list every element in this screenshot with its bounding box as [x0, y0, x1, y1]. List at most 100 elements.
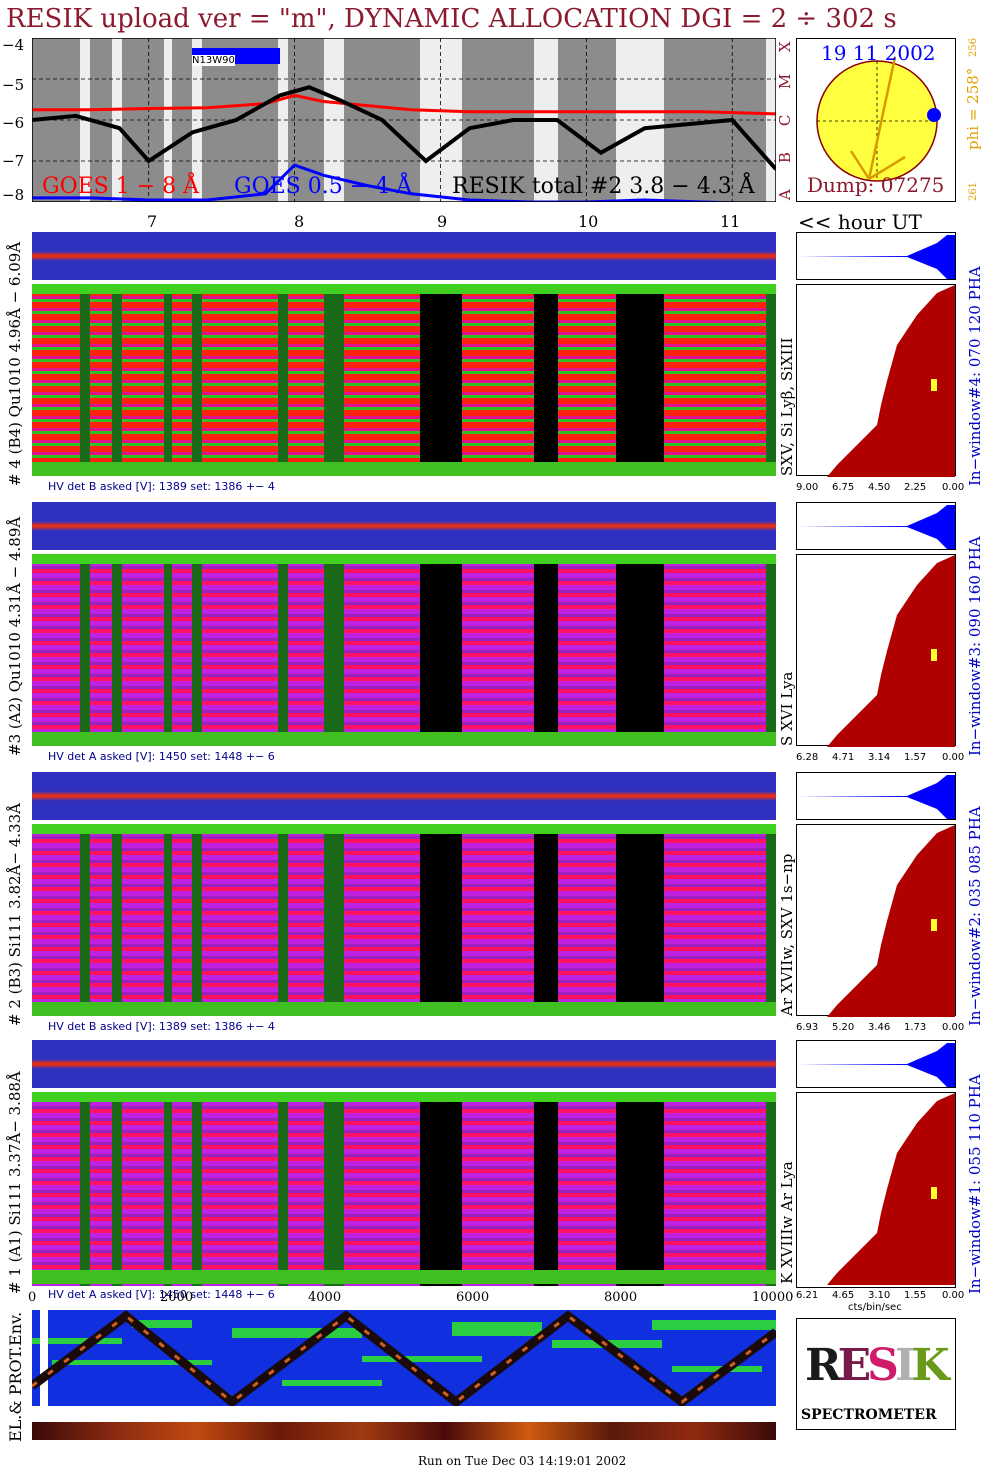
- pha-strip-4: [796, 232, 956, 280]
- panel-label-2: # 2 (B3) Si111 3.82Å− 4.33Å: [6, 803, 24, 1026]
- hour-10: 10: [578, 212, 599, 231]
- pha-tick-3-2: 3.14: [868, 752, 891, 763]
- xtick-4000: 4000: [308, 1290, 342, 1305]
- panel-lines-4: SXV, Si Lyβ, SiXIII: [778, 337, 796, 476]
- legend-goes1: GOES 1 − 8 Å: [42, 174, 200, 199]
- sun-panel: 19 11 2002 Dump: 07275: [796, 38, 956, 202]
- pha-histogram-4: [796, 284, 956, 477]
- pha-tick-3-0: 6.28: [796, 752, 819, 763]
- pha-tick-2-3: 1.73: [904, 1022, 927, 1033]
- pha-tick-2-4: 0.00: [942, 1022, 965, 1033]
- pha-tick-4-4: 0.00: [942, 482, 965, 493]
- goes-series-0: [32, 93, 776, 116]
- pha-tick-1-2: 3.10: [868, 1290, 891, 1301]
- panel-heatmap-3: [32, 554, 776, 746]
- panel-window-3: In−window#3: 090 160 PHA: [966, 536, 984, 756]
- ytick-7: −7: [2, 152, 25, 170]
- pha-strip-1: [796, 1040, 956, 1088]
- panel-hv-1: HV det A asked [V]: 1450 set: 1448 +− 6: [48, 1288, 275, 1301]
- ytick-8: −8: [2, 186, 25, 204]
- pha-strip-2: [796, 772, 956, 820]
- panel-hv-2: HV det B asked [V]: 1389 set: 1386 +− 4: [48, 1020, 275, 1033]
- pha-tick-2-0: 6.93: [796, 1022, 819, 1033]
- pha-tick-4-1: 6.75: [832, 482, 855, 493]
- panel-hv-4: HV det B asked [V]: 1389 set: 1386 +− 4: [48, 480, 275, 493]
- goes-series-2: [32, 85, 776, 171]
- panel-strip-2: [32, 772, 776, 820]
- pha-tick-4-3: 2.25: [904, 482, 927, 493]
- pha-histogram-2: [796, 824, 956, 1017]
- sun-disk-diagram: [816, 56, 941, 182]
- panel-window-1: In−window#1: 055 110 PHA: [966, 1074, 984, 1294]
- panel-heatmap-2: [32, 824, 776, 1016]
- panel-heatmap-4: [32, 284, 776, 476]
- pha-tick-2-1: 5.20: [832, 1022, 855, 1033]
- sun-phi: phi = 258°: [964, 67, 982, 150]
- hour-axis: 7 8 9 10 11: [32, 206, 776, 231]
- panel-label-4: # 4 (B4) Qu1010 4.96Å − 6.09Å: [6, 241, 24, 486]
- goes-series-1: [32, 163, 757, 202]
- hour-ut-label: << hour UT: [798, 210, 922, 234]
- sun-dump: Dump: 07275: [807, 173, 945, 197]
- cts-label: cts/bin/sec: [848, 1302, 902, 1313]
- env-strip: [32, 1422, 776, 1440]
- env-label: EL.& PROT.Env.: [6, 1311, 25, 1442]
- panel-window-4: In−window#4: 070 120 PHA: [966, 266, 984, 486]
- noaa-label: N13W90: [192, 55, 235, 66]
- logo-letters: RESIK: [805, 1340, 950, 1391]
- panel-strip-1: [32, 1040, 776, 1088]
- pha-tick-4-2: 4.50: [868, 482, 891, 493]
- ytick-4: −4: [2, 36, 25, 54]
- pha-tick-2-2: 3.46: [868, 1022, 891, 1033]
- pha-histogram-1: [796, 1092, 956, 1288]
- resik-logo: RESIK SPECTROMETER: [796, 1318, 956, 1430]
- legend-resik: RESIK total #2 3.8 − 4.3 Å: [452, 174, 755, 199]
- ytick-5: −5: [2, 76, 25, 94]
- sun-date: 19 11 2002: [821, 41, 936, 65]
- phi-arrow: [867, 56, 897, 180]
- ytick-6: −6: [2, 114, 25, 132]
- orbit-trace: [32, 1310, 776, 1406]
- panel-lines-2: Ar XVIIw, SXV 1s−np: [778, 853, 796, 1016]
- legend-goes05: GOES 0.5 − 4 Å: [234, 174, 413, 199]
- hour-9: 9: [437, 212, 448, 231]
- pha-tick-3-4: 0.00: [942, 752, 965, 763]
- pha-tick-1-4: 0.00: [942, 1290, 965, 1301]
- env-chart: [32, 1310, 776, 1406]
- panel-hv-3: HV det A asked [V]: 1450 set: 1448 +− 6: [48, 750, 275, 763]
- logo-title: SPECTROMETER: [801, 1407, 937, 1423]
- pha-tick-3-1: 4.71: [832, 752, 855, 763]
- pha-tick-1-1: 4.65: [832, 1290, 855, 1301]
- xtick-0: 0: [28, 1290, 37, 1305]
- run-on: Run on Tue Dec 03 14:19:01 2002: [418, 1454, 627, 1468]
- panel-heatmap-1: [32, 1092, 776, 1286]
- spacecraft-marker: [927, 108, 941, 122]
- sun-phi-bottom: 261: [968, 181, 980, 202]
- hour-8: 8: [294, 212, 305, 231]
- panel-strip-3: [32, 502, 776, 550]
- page-title: RESIK upload ver = "m", DYNAMIC ALLOCATI…: [6, 4, 897, 34]
- pha-histogram-3: [796, 554, 956, 747]
- xtick-10000: 10000: [752, 1290, 794, 1305]
- pha-tick-4-0: 9.00: [796, 482, 819, 493]
- panel-strip-4: [32, 232, 776, 280]
- xtick-6000: 6000: [456, 1290, 490, 1305]
- sun-phi-top: 256: [968, 37, 980, 58]
- panel-label-3: #3 (A2) Qu1010 4.31Å − 4.89Å: [6, 516, 24, 756]
- flare-classes: X M C B A: [776, 26, 794, 211]
- goes-panel: N13W90 GOES 1 − 8 Å GOES 0.5 − 4 Å RESIK…: [32, 38, 776, 202]
- panel-label-1: # 1 (A1) Si111 3.37Å− 3.88Å: [6, 1071, 24, 1294]
- xtick-2000: 2000: [160, 1290, 194, 1305]
- noaa-box: N13W90: [192, 48, 280, 66]
- panel-lines-3: S XVI Lya: [778, 671, 796, 746]
- xtick-8000: 8000: [604, 1290, 638, 1305]
- pha-tick-3-3: 1.57: [904, 752, 927, 763]
- panel-window-2: In−window#2: 035 085 PHA: [966, 806, 984, 1026]
- hour-7: 7: [147, 212, 158, 231]
- goes-lightcurve-chart: [32, 38, 776, 202]
- pha-tick-1-0: 6.21: [796, 1290, 819, 1301]
- pha-strip-3: [796, 502, 956, 550]
- pha-tick-1-3: 1.55: [904, 1290, 927, 1301]
- panel-lines-1: K XVIIIw Ar Lya: [778, 1161, 796, 1284]
- env-panel: [32, 1310, 776, 1406]
